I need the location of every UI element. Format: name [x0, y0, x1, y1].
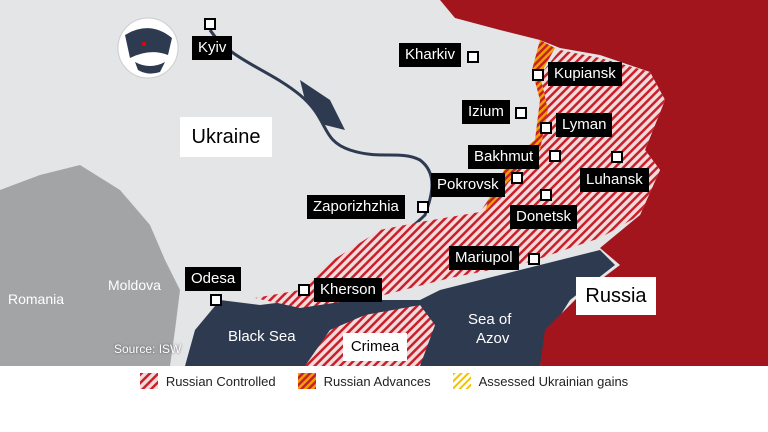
kherson-marker: [298, 284, 310, 296]
legend: Russian Controlled Russian Advances Asse…: [0, 366, 768, 396]
legend-item-russian-controlled: Russian Controlled: [139, 373, 276, 389]
odesa-marker: [210, 294, 222, 306]
city-label-kupiansk: Kupiansk: [548, 62, 622, 86]
city-label-izium: Izium: [462, 100, 510, 124]
city-label-bakhmut: Bakhmut: [468, 145, 540, 169]
russian-advances-area: [485, 40, 555, 212]
legend-item-russian-advances: Russian Advances: [297, 373, 431, 389]
city-label-pokrovsk: Pokrovsk: [431, 173, 505, 197]
source-credit: Source: ISW: [114, 342, 182, 356]
city-label-donetsk: Donetsk: [510, 205, 578, 229]
donetsk-marker: [540, 189, 552, 201]
city-label-kherson: Kherson: [314, 278, 382, 302]
legend-label: Assessed Ukrainian gains: [478, 373, 629, 389]
black-sea: [185, 250, 615, 366]
lyman-marker: [540, 122, 552, 134]
moldova-romania: [0, 165, 180, 366]
city-label-kyiv: Kyiv: [192, 36, 233, 60]
hatch-yellow-icon: [452, 373, 471, 389]
city-label-odesa: Odesa: [185, 267, 242, 291]
zaporizhzhia-marker: [417, 201, 429, 213]
russia-territory: [440, 0, 768, 366]
country-label-russia: Russia: [576, 277, 656, 315]
city-label-zaporizhzhia: Zaporizhzhia: [307, 195, 405, 219]
hatch-red-icon: [139, 373, 158, 389]
region-label-crimea: Crimea: [343, 333, 407, 361]
dnipro-reservoir: [300, 80, 345, 130]
sea-label-azov-line1: Sea of: [468, 311, 512, 328]
kyiv-marker: [204, 18, 216, 30]
pokrovsk-marker: [511, 172, 523, 184]
city-label-luhansk: Luhansk: [580, 168, 649, 192]
country-label-romania: Romania: [8, 291, 65, 307]
city-label-lyman: Lyman: [556, 113, 613, 137]
sea-label-black-sea: Black Sea: [228, 328, 296, 345]
izium-marker: [515, 107, 527, 119]
legend-item-ukrainian-gains: Assessed Ukrainian gains: [452, 373, 629, 389]
hatch-orange-icon: [297, 373, 316, 389]
kharkiv-marker: [467, 51, 479, 63]
city-label-mariupol: Mariupol: [449, 246, 519, 270]
city-label-kharkiv: Kharkiv: [399, 43, 462, 67]
kupiansk-marker: [532, 69, 544, 81]
locator-globe: [117, 17, 179, 79]
sea-label-azov-line2: Azov: [476, 330, 510, 347]
country-label-moldova: Moldova: [108, 277, 161, 293]
legend-label: Russian Advances: [323, 373, 431, 389]
mariupol-marker: [528, 253, 540, 265]
luhansk-marker: [611, 151, 623, 163]
legend-label: Russian Controlled: [165, 373, 276, 389]
bakhmut-marker: [549, 150, 561, 162]
country-label-ukraine: Ukraine: [180, 117, 272, 157]
